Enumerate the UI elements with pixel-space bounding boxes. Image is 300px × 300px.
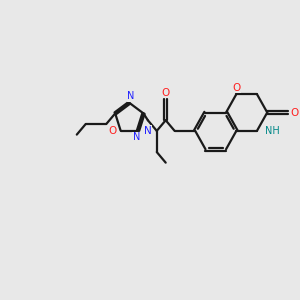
Text: O: O (109, 125, 117, 136)
Text: O: O (162, 88, 170, 98)
Text: O: O (232, 83, 241, 93)
Text: O: O (290, 107, 298, 118)
Text: N: N (127, 92, 134, 101)
Text: NH: NH (265, 126, 280, 136)
Text: N: N (144, 126, 152, 136)
Text: N: N (133, 132, 140, 142)
